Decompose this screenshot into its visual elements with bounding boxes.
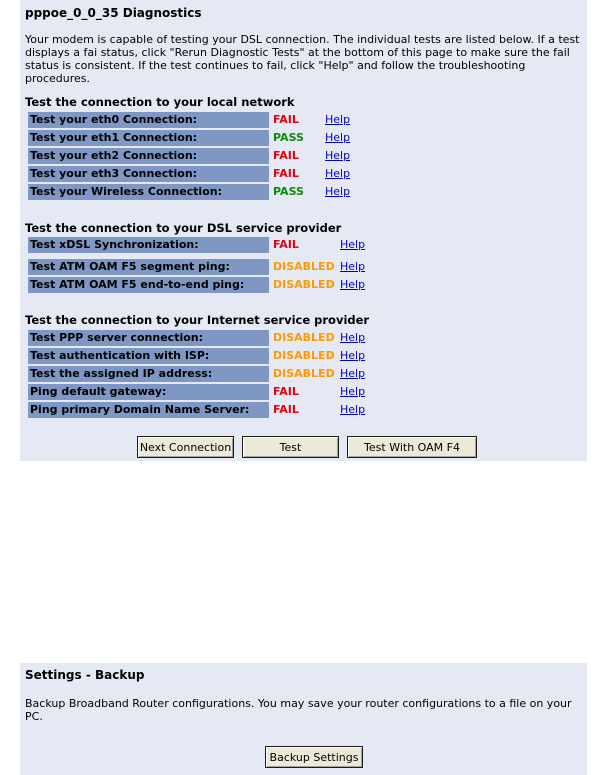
- test-status: FAIL: [273, 385, 299, 398]
- backup-description: Backup Broadband Router configurations. …: [25, 697, 572, 723]
- help-link[interactable]: Help: [340, 349, 366, 362]
- next-connection-button[interactable]: Next Connection: [137, 436, 234, 458]
- test-label: Test PPP server connection:: [28, 330, 269, 346]
- section-heading-isp: Test the connection to your Internet ser…: [25, 313, 370, 327]
- test-label: Test your eth2 Connection:: [28, 148, 269, 164]
- test-row: Test your eth1 Connection: PASS Help: [28, 130, 368, 146]
- test-row: Test ATM OAM F5 end-to-end ping: DISABLED…: [28, 277, 368, 293]
- section-heading-dsl: Test the connection to your DSL service …: [25, 221, 342, 235]
- test-status: PASS: [273, 185, 304, 198]
- test-with-oam-f4-button[interactable]: Test With OAM F4: [347, 436, 477, 458]
- help-link[interactable]: Help: [325, 167, 351, 180]
- test-label: Test your eth1 Connection:: [28, 130, 269, 146]
- diagnostics-panel: pppoe_0_0_35 Diagnostics Your modem is c…: [20, 0, 587, 461]
- test-row: Ping default gateway: FAIL Help: [28, 384, 368, 400]
- help-link[interactable]: Help: [340, 367, 366, 380]
- test-label: Test authentication with ISP:: [28, 348, 269, 364]
- section-heading-local: Test the connection to your local networ…: [25, 95, 295, 109]
- test-status: PASS: [273, 131, 304, 144]
- help-link[interactable]: Help: [340, 403, 366, 416]
- intro-text: Your modem is capable of testing your DS…: [25, 33, 580, 85]
- test-label: Test ATM OAM F5 end-to-end ping:: [28, 277, 269, 293]
- test-status: FAIL: [273, 238, 299, 251]
- help-link[interactable]: Help: [325, 149, 351, 162]
- help-link[interactable]: Help: [340, 278, 366, 291]
- help-link[interactable]: Help: [340, 385, 366, 398]
- backup-title: Settings - Backup: [25, 668, 145, 682]
- test-row: Test ATM OAM F5 segment ping: DISABLED Hel…: [28, 259, 368, 275]
- test-row: Test authentication with ISP: DISABLED Hel…: [28, 348, 368, 364]
- help-link[interactable]: Help: [325, 185, 351, 198]
- test-status: DISABLED: [273, 367, 335, 380]
- test-label: Test your eth0 Connection:: [28, 112, 269, 128]
- test-row: Test your eth0 Connection: FAIL Help: [28, 112, 368, 128]
- help-link[interactable]: Help: [340, 331, 366, 344]
- test-row: Test your eth3 Connection: FAIL Help: [28, 166, 368, 182]
- test-row: Test xDSL Synchronization: FAIL Help: [28, 237, 368, 253]
- test-status: FAIL: [273, 403, 299, 416]
- page-title: pppoe_0_0_35 Diagnostics: [25, 6, 202, 20]
- test-row: Test your Wireless Connection: PASS Help: [28, 184, 368, 200]
- test-label: Test your Wireless Connection:: [28, 184, 269, 200]
- test-label: Ping primary Domain Name Server:: [28, 402, 269, 418]
- help-link[interactable]: Help: [340, 260, 366, 273]
- help-link[interactable]: Help: [325, 113, 351, 126]
- test-status: FAIL: [273, 167, 299, 180]
- help-link[interactable]: Help: [340, 238, 366, 251]
- test-label: Test ATM OAM F5 segment ping:: [28, 259, 269, 275]
- test-status: DISABLED: [273, 349, 335, 362]
- test-label: Test your eth3 Connection:: [28, 166, 269, 182]
- test-row: Ping primary Domain Name Server: FAIL Help: [28, 402, 368, 418]
- test-label: Test the assigned IP address:: [28, 366, 269, 382]
- test-row: Test PPP server connection: DISABLED Help: [28, 330, 368, 346]
- test-button[interactable]: Test: [242, 436, 339, 458]
- test-status: DISABLED: [273, 331, 335, 344]
- help-link[interactable]: Help: [325, 131, 351, 144]
- test-status: DISABLED: [273, 278, 335, 291]
- test-label: Ping default gateway:: [28, 384, 269, 400]
- backup-settings-button[interactable]: Backup Settings: [265, 746, 363, 768]
- backup-panel: Settings - Backup Backup Broadband Route…: [20, 663, 587, 775]
- test-status: FAIL: [273, 113, 299, 126]
- test-label: Test xDSL Synchronization:: [28, 237, 269, 253]
- test-status: DISABLED: [273, 260, 335, 273]
- test-status: FAIL: [273, 149, 299, 162]
- test-row: Test the assigned IP address: DISABLED Hel…: [28, 366, 368, 382]
- test-row: Test your eth2 Connection: FAIL Help: [28, 148, 368, 164]
